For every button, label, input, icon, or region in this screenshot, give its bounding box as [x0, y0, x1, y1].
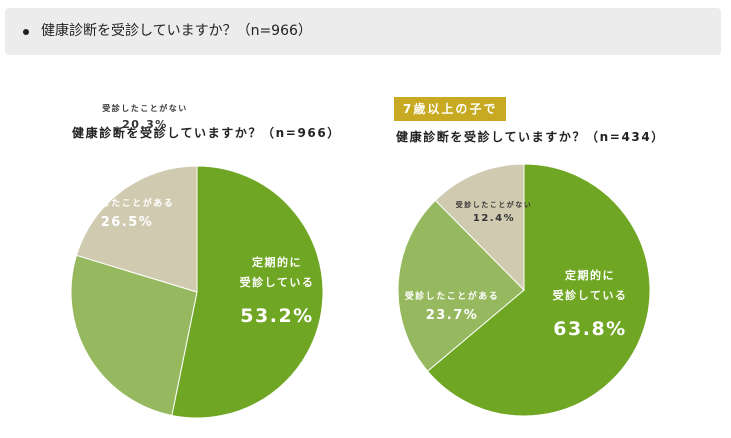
right-pie-slice-regular: [426, 163, 651, 417]
age-filter-tag: 7歳以上の子で: [394, 97, 507, 121]
left-slice-label-received: 受診したことがある: [80, 197, 175, 209]
left-slice-value-received: 26.5%: [101, 215, 154, 230]
left-slice-label-never: 受診したことがない: [102, 103, 188, 113]
left-slice-value-never: 20.3%: [122, 118, 168, 131]
left-slice-label-regular: 定期的に: [252, 255, 302, 269]
left-pie-slice-never: [75, 165, 198, 293]
left-chart-title: 健康診断を受診していますか？（n=966）: [72, 126, 341, 140]
left-slice-value-regular: 53.2%: [240, 305, 313, 327]
right-slice-label-received: 受診したことがある: [405, 290, 500, 302]
right-pie-slice-received: [397, 199, 525, 372]
left-pie-slice-received: [70, 254, 198, 417]
right-slice-value-never: 12.4%: [473, 213, 515, 224]
right-slice-label-never: 受診したことがない: [456, 200, 533, 209]
right-slice-label-regular: 定期的に: [565, 268, 615, 282]
bullet-icon: [23, 29, 29, 35]
right-slice-label-regular: 受診している: [553, 288, 628, 302]
right-chart-title: 健康診断を受診していますか？（n=434）: [396, 130, 665, 144]
right-pie-slice-never: [434, 163, 525, 292]
question-text: 健康診断を受診していますか？（n=966）: [41, 23, 312, 39]
question-box: 健康診断を受診していますか？（n=966）: [5, 8, 721, 55]
left-pie-slice-regular: [171, 165, 324, 419]
right-slice-value-regular: 63.8%: [553, 318, 626, 340]
left-slice-label-regular: 受診している: [240, 275, 315, 289]
right-slice-value-received: 23.7%: [426, 308, 479, 323]
